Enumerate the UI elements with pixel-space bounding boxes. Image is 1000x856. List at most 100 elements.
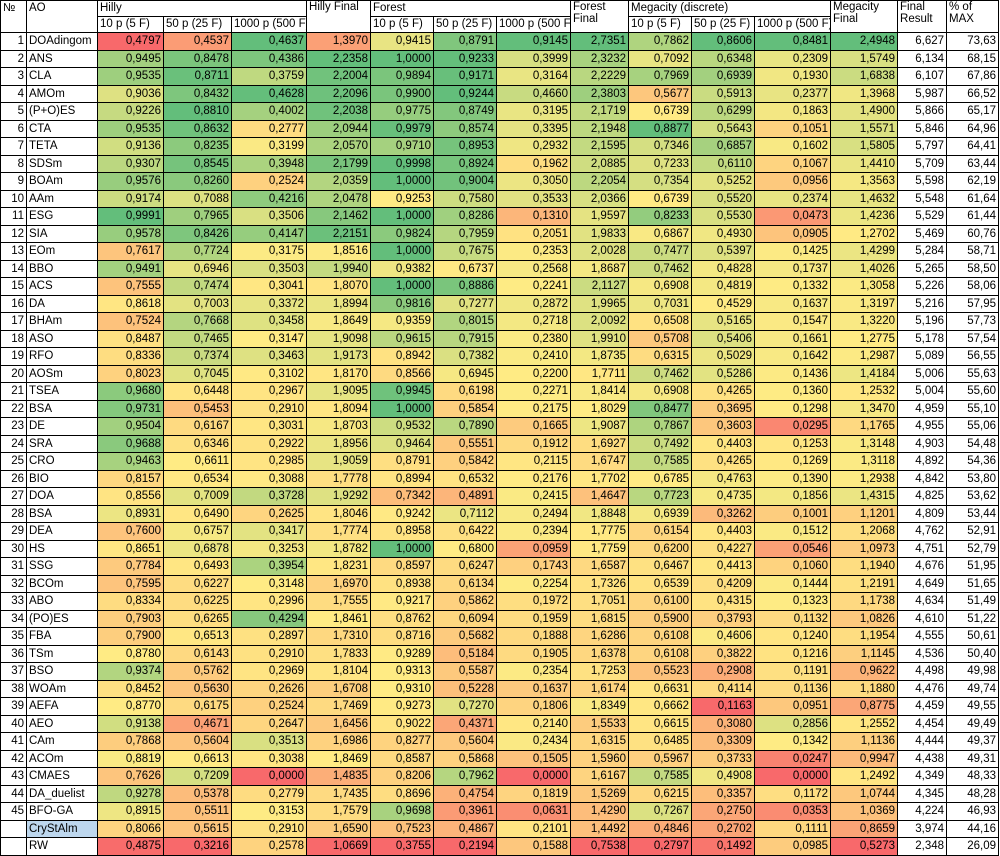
megacity-50p-cell: 0,4114	[691, 679, 756, 698]
pct-max-cell: 48,33	[946, 767, 1000, 786]
forest-final-cell: 1,9087	[570, 417, 630, 436]
hilly-10p-cell: 0,9463	[97, 452, 164, 471]
hilly-final-cell: 2,1799	[306, 154, 372, 173]
pct-max-cell: 68,15	[946, 49, 1000, 68]
hilly-final-cell: 1,7435	[306, 784, 372, 803]
rank-cell: 8	[0, 154, 27, 173]
pct-max-cell: 61,44	[946, 207, 1000, 226]
forest-10p-cell: 0,9894	[370, 67, 435, 86]
megacity-50p-cell: 0,6857	[691, 137, 756, 156]
forest-10p-cell: 1,0000	[370, 277, 435, 296]
forest-10p-cell: 0,9816	[370, 294, 435, 313]
forest-50p-cell: 0,5862	[433, 592, 498, 611]
hilly-1000p-cell: 0,2625	[230, 504, 308, 523]
header-forest-10p: 10 p (5 F)	[370, 16, 435, 33]
hilly-1000p-cell: 0,4002	[230, 102, 308, 121]
table-row: 8 SDSm 0,9307 0,8545 0,3948 2,1799 0,9998 0,892…	[0, 154, 1000, 173]
final-result-cell: 5,216	[897, 294, 948, 313]
megacity-10p-cell: 0,7092	[628, 49, 693, 68]
forest-50p-cell: 0,5854	[433, 399, 498, 418]
hilly-10p-cell: 0,7903	[97, 609, 164, 628]
algorithm-name-cell: BOAm	[26, 172, 98, 191]
megacity-final-cell: 1,2702	[830, 224, 899, 243]
forest-1000p-cell: 0,2200	[496, 364, 572, 383]
pct-max-cell: 53,62	[946, 487, 1000, 506]
forest-50p-cell: 0,5587	[433, 662, 498, 681]
hilly-10p-cell: 0,9495	[97, 49, 164, 68]
forest-50p-cell: 0,9171	[433, 67, 498, 86]
forest-final-cell: 1,7051	[570, 592, 630, 611]
final-result-cell: 4,676	[897, 557, 948, 576]
pct-max-cell: 51,49	[946, 592, 1000, 611]
forest-10p-cell: 0,9313	[370, 662, 435, 681]
forest-final-cell: 2,0028	[570, 242, 630, 261]
pct-max-cell: 55,06	[946, 417, 1000, 436]
megacity-10p-cell: 0,2797	[628, 837, 693, 856]
pct-max-cell: 52,91	[946, 522, 1000, 541]
hilly-50p-cell: 0,7209	[163, 767, 232, 786]
forest-final-cell: 2,2054	[570, 172, 630, 191]
hilly-final-cell: 2,2096	[306, 84, 372, 103]
hilly-1000p-cell: 0,4386	[230, 49, 308, 68]
table-row: 31 SSG 0,7784 0,6493 0,3954 1,8231 0,8597 0,624…	[0, 557, 1000, 576]
hilly-1000p-cell: 0,4628	[230, 84, 308, 103]
rank-cell: 29	[0, 522, 27, 541]
table-row: 30 HS 0,8651 0,6878 0,3253 1,8782 1,0000 0,6800…	[0, 539, 1000, 558]
forest-10p-cell: 0,8587	[370, 749, 435, 768]
forest-final-cell: 0,7538	[570, 837, 630, 856]
pct-max-cell: 54,48	[946, 434, 1000, 453]
megacity-final-cell: 1,2938	[830, 469, 899, 488]
pct-max-cell: 58,71	[946, 242, 1000, 261]
pct-max-cell: 57,95	[946, 294, 1000, 313]
megacity-50p-cell: 0,4735	[691, 487, 756, 506]
table-row: 14 BBO 0,9491 0,6946 0,3503 1,9940 0,9382 0,673…	[0, 259, 1000, 278]
hilly-final-cell: 1,6970	[306, 574, 372, 593]
megacity-final-cell: 1,2987	[830, 347, 899, 366]
algorithm-name-cell: BIO	[26, 469, 98, 488]
final-result-cell: 4,498	[897, 662, 948, 681]
rank-cell: 19	[0, 347, 27, 366]
forest-1000p-cell: 0,3050	[496, 172, 572, 191]
hilly-50p-cell: 0,8260	[163, 172, 232, 191]
megacity-final-cell: 1,2775	[830, 329, 899, 348]
forest-10p-cell: 0,9310	[370, 679, 435, 698]
forest-50p-cell: 0,5868	[433, 749, 498, 768]
hilly-10p-cell: 0,8618	[97, 294, 164, 313]
hilly-1000p-cell: 0,2897	[230, 627, 308, 646]
megacity-50p-cell: 0,4403	[691, 522, 756, 541]
megacity-1000p-cell: 0,2377	[754, 84, 832, 103]
forest-50p-cell: 0,3961	[433, 802, 498, 821]
hilly-1000p-cell: 0,3728	[230, 487, 308, 506]
rank-cell: 11	[0, 207, 27, 226]
forest-10p-cell: 0,8958	[370, 522, 435, 541]
final-result-cell: 4,762	[897, 522, 948, 541]
megacity-50p-cell: 0,5530	[691, 207, 756, 226]
rank-cell: 10	[0, 189, 27, 208]
hilly-1000p-cell: 0,3102	[230, 364, 308, 383]
final-result-cell: 5,548	[897, 189, 948, 208]
megacity-10p-cell: 0,4846	[628, 819, 693, 838]
megacity-10p-cell: 0,7346	[628, 137, 693, 156]
megacity-10p-cell: 0,6908	[628, 382, 693, 401]
forest-final-cell: 1,7759	[570, 539, 630, 558]
hilly-final-cell: 1,9059	[306, 452, 372, 471]
hilly-50p-cell: 0,5511	[163, 802, 232, 821]
hilly-50p-cell: 0,6167	[163, 417, 232, 436]
final-result-cell: 5,866	[897, 102, 948, 121]
megacity-50p-cell: 0,2750	[691, 802, 756, 821]
final-result-cell: 4,903	[897, 434, 948, 453]
final-result-cell: 4,536	[897, 644, 948, 663]
megacity-10p-cell: 0,7969	[628, 67, 693, 86]
rank-cell: 27	[0, 487, 27, 506]
forest-50p-cell: 0,8574	[433, 119, 498, 138]
hilly-1000p-cell: 0,4637	[230, 32, 308, 51]
final-result-cell: 5,469	[897, 224, 948, 243]
megacity-1000p-cell: 0,0905	[754, 224, 832, 243]
pct-max-cell: 66,52	[946, 84, 1000, 103]
megacity-1000p-cell: 0,1863	[754, 102, 832, 121]
forest-10p-cell: 0,9022	[370, 714, 435, 733]
table-row: 4 AMOm 0,9036 0,8432 0,4628 2,2096 0,9900 0,924…	[0, 84, 1000, 103]
forest-final-cell: 2,1595	[570, 137, 630, 156]
forest-50p-cell: 0,5604	[433, 732, 498, 751]
final-result-cell: 4,555	[897, 627, 948, 646]
